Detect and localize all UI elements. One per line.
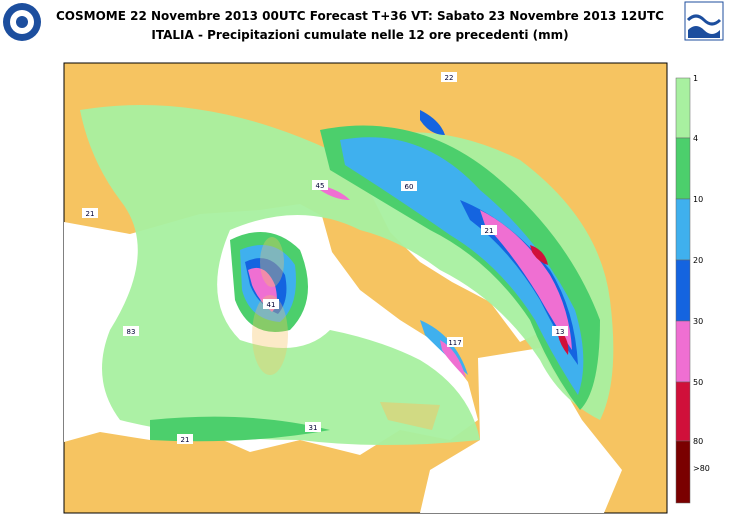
colorbar-label: 30 — [693, 317, 703, 326]
map-label: 83 — [127, 328, 136, 336]
map-label-box — [305, 422, 321, 432]
map-label: 60 — [405, 183, 414, 191]
map-label: 21 — [86, 210, 95, 218]
map-label: 22 — [445, 74, 454, 82]
colorbar-label: 80 — [693, 437, 703, 446]
colorbar-label: 20 — [693, 256, 703, 265]
map-label-box — [263, 299, 279, 309]
colorbar-label: 50 — [693, 378, 703, 387]
colorbar-band — [675, 440, 691, 504]
title: COSMOME 22 Novembre 2013 00UTC Forecast … — [56, 9, 664, 23]
map-label: 45 — [316, 182, 325, 190]
subtitle: ITALIA - Precipitazioni cumulate nelle 1… — [151, 28, 568, 42]
colorbar: 1 4 10 20 30 50 80 >80 — [675, 74, 710, 504]
colorbar-label: >80 — [693, 464, 710, 473]
map-label-box — [123, 326, 139, 336]
map-label: 31 — [309, 424, 318, 432]
map-label: 117 — [448, 339, 461, 347]
colorbar-label: 4 — [693, 134, 698, 143]
map-label-box — [312, 180, 328, 190]
colorbar-label: 10 — [693, 195, 703, 204]
map — [63, 62, 668, 514]
map-label-box — [481, 225, 497, 235]
colorbar-band — [675, 137, 691, 200]
map-label-box — [552, 326, 568, 336]
map-label-box — [82, 208, 98, 218]
map-label-box — [441, 72, 457, 82]
map-label-box — [177, 434, 193, 444]
colorbar-band — [675, 259, 691, 322]
logo-right — [684, 1, 724, 41]
map-label: 13 — [556, 328, 565, 336]
map-label: 21 — [181, 436, 190, 444]
colorbar-label: 1 — [693, 74, 698, 83]
logo-left — [3, 3, 41, 41]
map-label: 21 — [485, 227, 494, 235]
colorbar-band — [675, 381, 691, 442]
map-label-box — [401, 181, 417, 191]
map-label-box — [447, 337, 463, 347]
colorbar-band — [675, 77, 691, 139]
map-label: 41 — [267, 301, 276, 309]
colorbar-band — [675, 198, 691, 261]
map-labels: 22 45 60 21 41 83 13 117 31 21 21 — [82, 72, 568, 444]
colorbar-band — [675, 320, 691, 383]
